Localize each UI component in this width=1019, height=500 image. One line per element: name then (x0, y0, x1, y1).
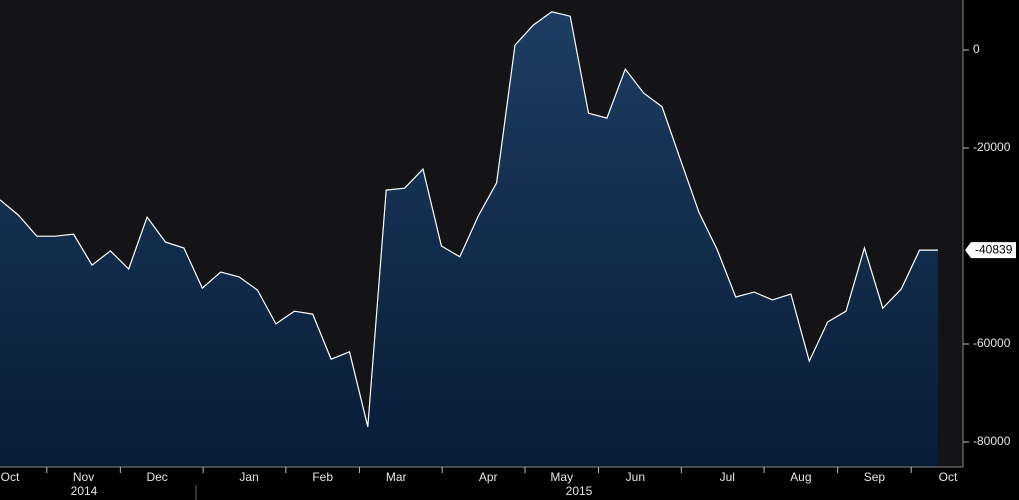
x-tick-label: Nov (73, 470, 94, 484)
x-tick-label: Aug (790, 470, 811, 484)
x-tick-label: Jun (626, 470, 645, 484)
area (0, 11, 938, 468)
x-tick-label: Mar (386, 470, 407, 484)
y-tick-label: -80000 (973, 434, 1011, 448)
plot-area (0, 11, 938, 468)
year-label: 2014 (71, 484, 98, 498)
x-tick-label: Jan (239, 470, 258, 484)
y-tick-label: -60000 (973, 336, 1011, 350)
last-value-box (965, 242, 1016, 259)
x-tick-label: May (550, 470, 573, 484)
x-tick-label: Oct (1, 470, 20, 484)
year-label: 2015 (566, 484, 593, 498)
x-tick-label: Sep (864, 470, 886, 484)
x-tick-label: Dec (146, 470, 167, 484)
last-value-label: -40839 (975, 242, 1013, 256)
y-tick-label: -20000 (973, 140, 1011, 154)
x-tick-label: Oct (939, 470, 958, 484)
line (0, 11, 938, 427)
x-tick-label: Jul (720, 470, 735, 484)
y-tick-label: 0 (973, 42, 980, 56)
x-tick-label: Feb (312, 470, 333, 484)
x-tick-label: Apr (479, 470, 498, 484)
